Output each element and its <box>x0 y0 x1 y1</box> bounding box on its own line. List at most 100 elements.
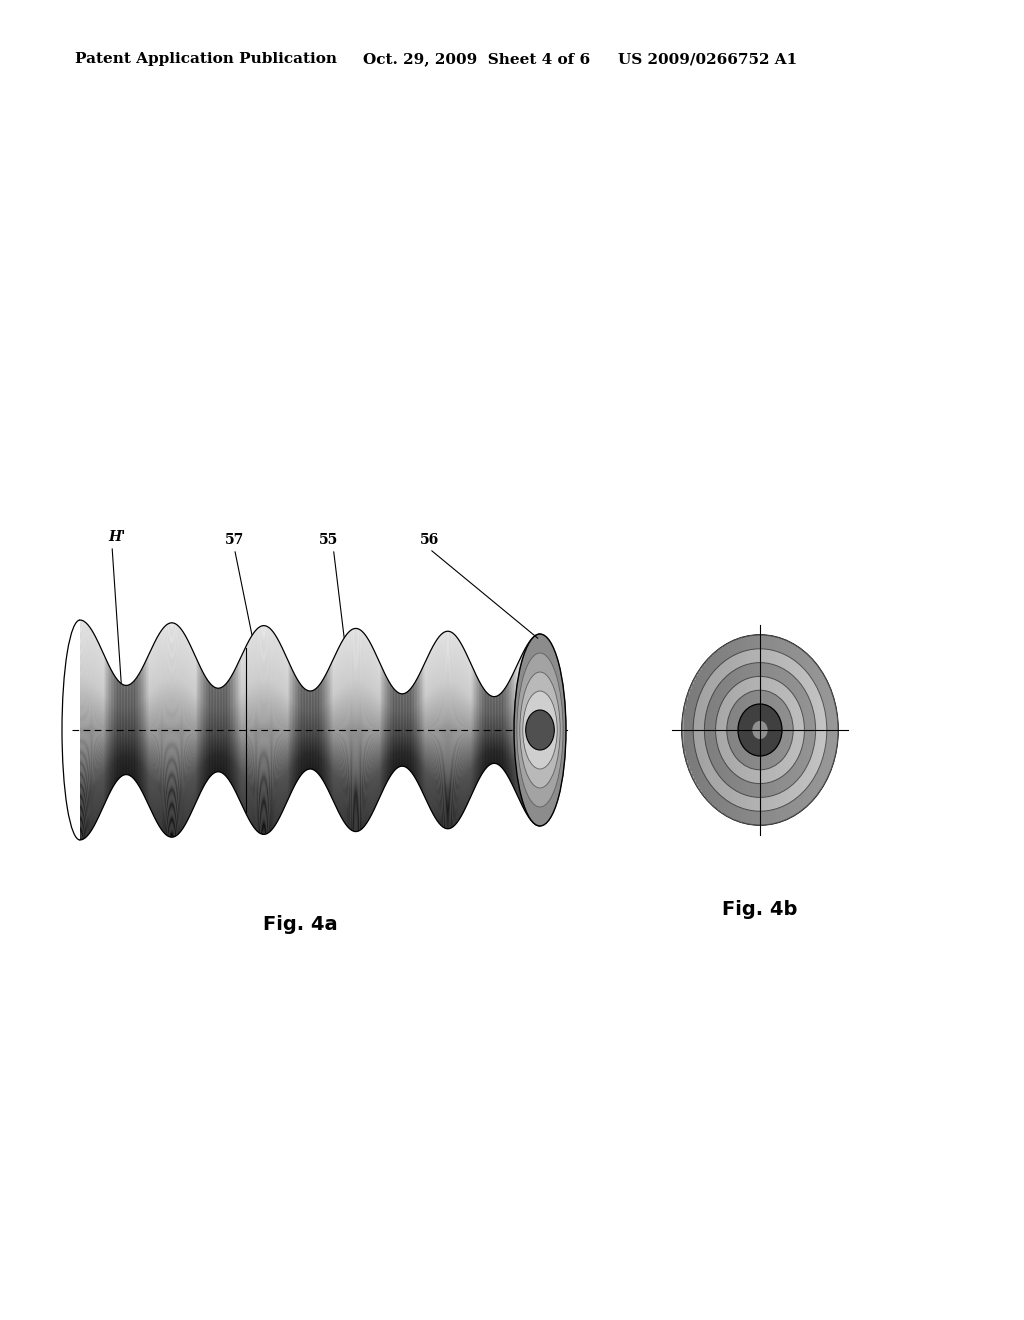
Polygon shape <box>80 676 540 714</box>
Polygon shape <box>80 719 540 727</box>
Polygon shape <box>80 754 540 808</box>
Polygon shape <box>80 622 540 698</box>
Polygon shape <box>80 686 540 717</box>
Polygon shape <box>80 723 540 729</box>
Polygon shape <box>80 701 540 721</box>
Polygon shape <box>80 747 540 788</box>
Polygon shape <box>421 669 422 791</box>
Polygon shape <box>764 635 766 825</box>
Polygon shape <box>80 750 540 797</box>
Polygon shape <box>317 685 319 775</box>
Polygon shape <box>80 660 540 709</box>
Polygon shape <box>80 735 540 747</box>
Polygon shape <box>230 676 231 784</box>
Polygon shape <box>80 722 540 729</box>
Polygon shape <box>80 748 540 792</box>
Polygon shape <box>80 763 540 840</box>
Polygon shape <box>381 664 382 796</box>
Polygon shape <box>113 672 114 788</box>
Polygon shape <box>80 628 540 700</box>
Polygon shape <box>104 656 106 804</box>
Polygon shape <box>480 682 481 777</box>
Polygon shape <box>80 689 540 718</box>
Polygon shape <box>80 682 540 715</box>
Polygon shape <box>80 755 540 816</box>
Polygon shape <box>483 688 484 772</box>
Polygon shape <box>231 673 233 787</box>
Polygon shape <box>80 735 540 748</box>
Polygon shape <box>80 710 540 725</box>
Polygon shape <box>80 746 540 784</box>
Polygon shape <box>80 759 540 826</box>
Ellipse shape <box>682 635 838 825</box>
Polygon shape <box>80 622 540 697</box>
Polygon shape <box>80 733 540 738</box>
Polygon shape <box>80 644 540 705</box>
Polygon shape <box>80 655 540 708</box>
Polygon shape <box>412 686 413 774</box>
Ellipse shape <box>705 663 815 797</box>
Polygon shape <box>80 696 540 719</box>
Polygon shape <box>396 690 397 770</box>
Polygon shape <box>80 746 540 783</box>
Polygon shape <box>210 684 212 776</box>
Polygon shape <box>80 632 540 701</box>
Polygon shape <box>129 684 131 776</box>
Polygon shape <box>80 742 540 770</box>
Polygon shape <box>80 697 540 721</box>
Polygon shape <box>204 675 206 785</box>
Polygon shape <box>313 689 314 771</box>
Polygon shape <box>216 688 218 772</box>
Polygon shape <box>746 636 749 824</box>
Polygon shape <box>80 714 540 726</box>
Polygon shape <box>474 671 475 789</box>
Polygon shape <box>80 752 540 804</box>
Polygon shape <box>215 688 216 772</box>
Polygon shape <box>198 663 200 799</box>
Polygon shape <box>80 667 540 711</box>
Polygon shape <box>80 760 540 829</box>
Polygon shape <box>80 742 540 772</box>
Polygon shape <box>701 667 703 793</box>
Polygon shape <box>301 685 302 775</box>
Polygon shape <box>496 696 497 764</box>
Polygon shape <box>123 685 125 775</box>
Ellipse shape <box>525 710 554 750</box>
Polygon shape <box>740 638 742 822</box>
Polygon shape <box>393 688 394 772</box>
Polygon shape <box>80 747 540 787</box>
Polygon shape <box>80 627 540 700</box>
Polygon shape <box>212 685 213 775</box>
Polygon shape <box>122 684 123 776</box>
Polygon shape <box>80 659 540 709</box>
Polygon shape <box>80 742 540 768</box>
Polygon shape <box>690 689 692 771</box>
Polygon shape <box>314 689 316 771</box>
Polygon shape <box>307 690 308 770</box>
Polygon shape <box>321 681 323 779</box>
Polygon shape <box>111 669 113 792</box>
Polygon shape <box>110 665 111 795</box>
Polygon shape <box>80 730 540 733</box>
Polygon shape <box>80 760 540 832</box>
Polygon shape <box>477 677 478 783</box>
Polygon shape <box>400 693 402 767</box>
Polygon shape <box>403 693 406 767</box>
Polygon shape <box>489 694 490 766</box>
Polygon shape <box>499 694 500 766</box>
Polygon shape <box>80 762 540 834</box>
Polygon shape <box>770 636 772 824</box>
Polygon shape <box>721 648 723 812</box>
Polygon shape <box>80 734 540 744</box>
Polygon shape <box>772 636 774 824</box>
Polygon shape <box>80 636 540 702</box>
Polygon shape <box>213 686 215 774</box>
Polygon shape <box>80 751 540 800</box>
Polygon shape <box>756 635 758 825</box>
Polygon shape <box>422 665 424 795</box>
Polygon shape <box>233 671 234 791</box>
Polygon shape <box>80 626 540 698</box>
Polygon shape <box>207 680 209 780</box>
Polygon shape <box>80 680 540 715</box>
Polygon shape <box>225 682 227 777</box>
